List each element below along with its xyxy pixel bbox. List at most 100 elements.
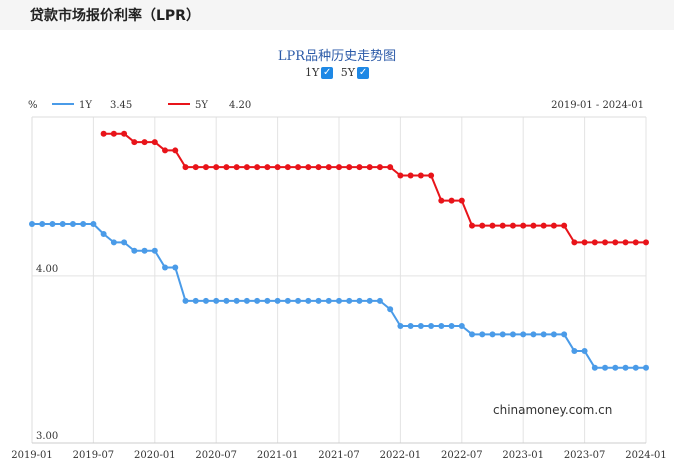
data-point-1y — [602, 364, 609, 371]
data-point-5y — [469, 222, 476, 229]
data-point-1y — [141, 247, 148, 254]
data-point-1y — [131, 247, 138, 254]
data-point-1y — [479, 331, 486, 338]
data-point-5y — [336, 164, 342, 171]
data-point-1y — [643, 364, 649, 371]
data-point-1y — [571, 348, 578, 355]
data-point-5y — [499, 222, 506, 229]
data-point-1y — [428, 322, 435, 329]
x-tick-label: 2023-01 — [502, 450, 544, 461]
toggle-1y-label: 1Y — [304, 66, 320, 79]
data-point-1y — [223, 297, 230, 304]
data-point-1y — [407, 322, 414, 329]
x-tick-label: 2022-07 — [441, 450, 483, 461]
data-point-5y — [407, 172, 414, 179]
data-point-1y — [561, 331, 568, 338]
data-point-1y — [295, 297, 302, 304]
data-point-1y — [69, 220, 76, 227]
data-point-1y — [305, 297, 312, 304]
data-point-1y — [284, 297, 291, 304]
legend-name-5y: 5Y — [195, 100, 208, 111]
data-point-1y — [80, 220, 87, 227]
toggle-5y[interactable]: 5Y ✓ — [340, 66, 370, 79]
data-point-1y — [591, 364, 598, 371]
data-point-1y — [612, 364, 619, 371]
data-point-1y — [213, 297, 220, 304]
data-point-5y — [540, 222, 547, 229]
data-point-5y — [346, 164, 353, 171]
data-point-1y — [530, 331, 537, 338]
x-tick-label: 2021-07 — [318, 450, 360, 461]
data-point-5y — [448, 197, 455, 204]
data-point-1y — [622, 364, 629, 371]
data-point-1y — [162, 264, 169, 271]
data-point-5y — [325, 164, 332, 171]
toggle-5y-checkbox[interactable]: ✓ — [357, 66, 370, 79]
x-tick-label: 2024-01 — [625, 450, 667, 461]
data-point-5y — [458, 197, 465, 204]
chart-axes: 2019-01 2019-07 2020-01 2020-07 2021-01 2021-… — [11, 264, 667, 461]
data-point-5y — [366, 164, 373, 171]
data-point-1y — [202, 297, 209, 304]
data-point-5y — [397, 172, 404, 179]
y-tick-label: 4.00 — [36, 264, 58, 275]
data-point-5y — [274, 164, 281, 171]
data-point-5y — [243, 164, 250, 171]
page-title: 贷款市场报价利率（LPR） — [30, 8, 200, 24]
data-point-5y — [602, 239, 609, 246]
data-point-1y — [346, 297, 353, 304]
data-point-5y — [530, 222, 537, 229]
data-point-5y — [172, 147, 179, 154]
data-point-5y — [376, 164, 383, 171]
data-point-5y — [417, 172, 424, 179]
data-point-5y — [632, 239, 639, 246]
data-point-1y — [550, 331, 557, 338]
data-point-5y — [233, 164, 240, 171]
chart-panel — [0, 30, 674, 464]
data-point-1y — [233, 297, 240, 304]
data-point-1y — [264, 297, 271, 304]
data-point-1y — [397, 322, 404, 329]
data-point-1y — [274, 297, 281, 304]
data-point-1y — [182, 297, 189, 304]
data-point-5y — [264, 164, 271, 171]
data-point-1y — [59, 220, 66, 227]
data-point-1y — [110, 239, 117, 246]
legend-value-5y: 4.20 — [229, 100, 251, 111]
data-point-5y — [162, 147, 169, 154]
data-point-5y — [387, 164, 394, 171]
data-point-5y — [428, 172, 435, 179]
data-point-5y — [612, 239, 619, 246]
data-point-5y — [284, 164, 291, 171]
data-point-5y — [121, 130, 128, 137]
data-point-5y — [295, 164, 302, 171]
data-point-5y — [202, 164, 209, 171]
toggle-1y[interactable]: 1Y ✓ — [304, 66, 334, 79]
data-point-5y — [141, 139, 148, 146]
data-point-1y — [49, 220, 56, 227]
series-toggles: 1Y ✓ 5Y ✓ — [0, 66, 674, 79]
data-point-1y — [376, 297, 383, 304]
x-tick-label: 2020-07 — [195, 450, 237, 461]
chart-grid — [31, 116, 647, 444]
data-point-5y — [591, 239, 598, 246]
data-point-1y — [387, 306, 394, 313]
data-point-1y — [632, 364, 639, 371]
legend-value-1y: 3.45 — [110, 100, 132, 111]
data-point-1y — [509, 331, 516, 338]
data-point-1y — [39, 220, 46, 227]
data-point-1y — [325, 297, 332, 304]
data-point-5y — [192, 164, 199, 171]
data-point-5y — [622, 239, 629, 246]
data-point-5y — [643, 239, 649, 246]
data-point-1y — [254, 297, 261, 304]
data-point-1y — [458, 322, 465, 329]
toggle-5y-label: 5Y — [340, 66, 356, 79]
toggle-1y-checkbox[interactable]: ✓ — [321, 66, 334, 79]
data-point-1y — [581, 348, 588, 355]
data-point-1y — [469, 331, 476, 338]
data-point-5y — [151, 139, 158, 146]
x-tick-label: 2022-01 — [380, 450, 422, 461]
data-point-1y — [100, 231, 107, 238]
data-point-1y — [417, 322, 424, 329]
